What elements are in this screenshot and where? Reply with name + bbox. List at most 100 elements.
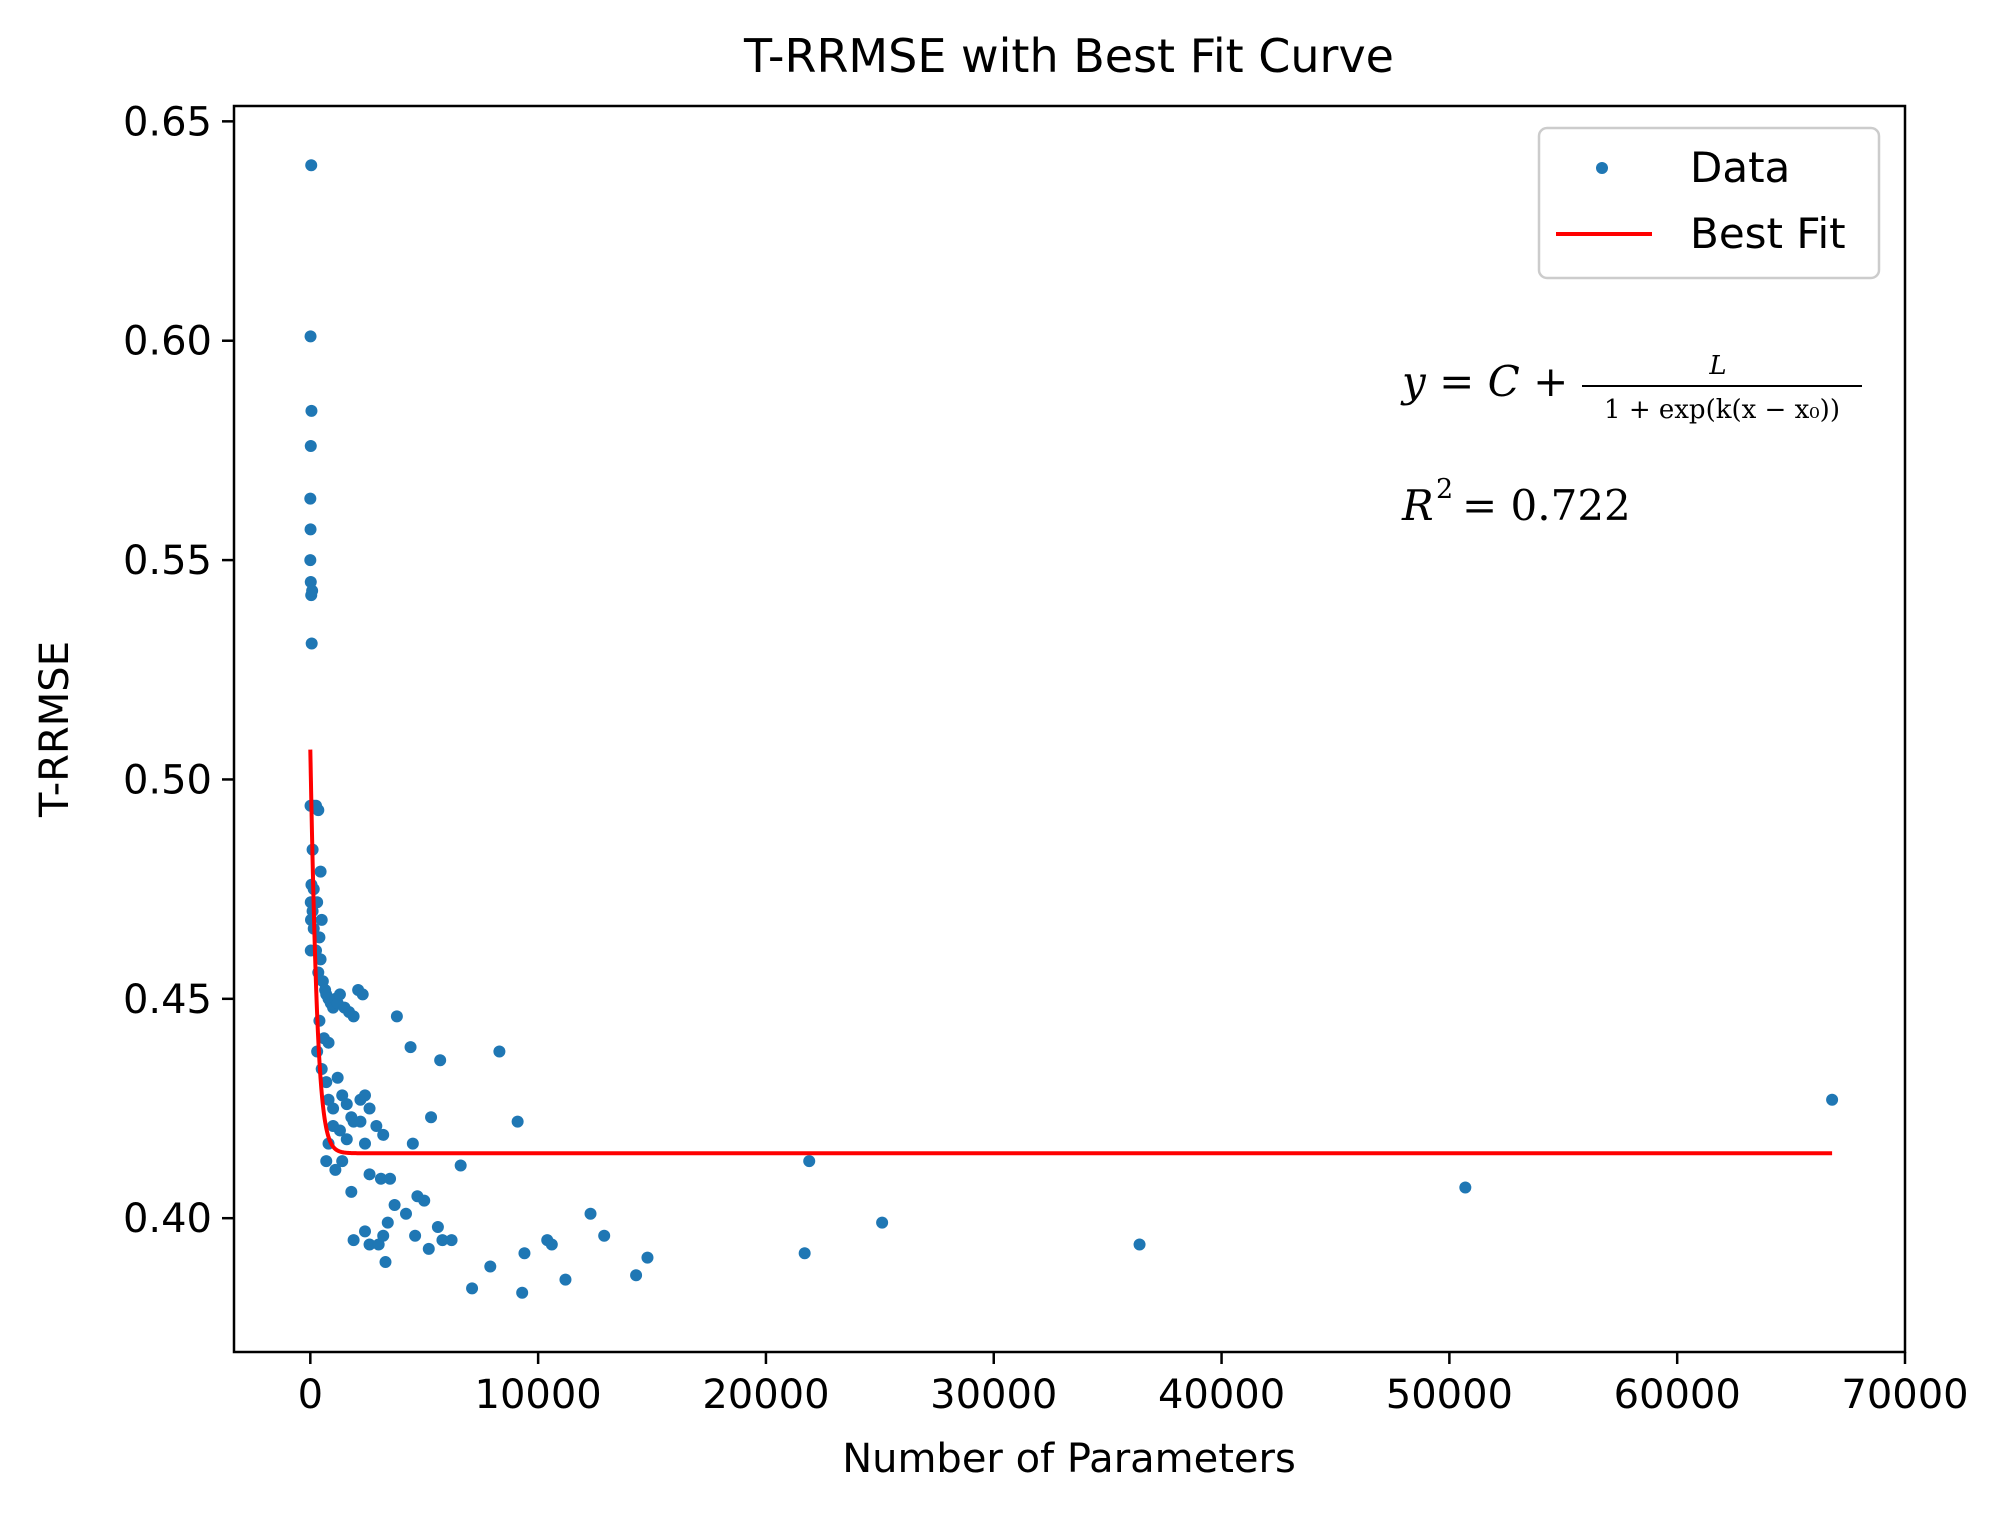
- y-tick-label: 0.60: [123, 319, 212, 365]
- data-point: [305, 159, 318, 172]
- data-point: [333, 988, 346, 1001]
- data-point: [329, 1163, 342, 1176]
- data-point: [305, 637, 318, 650]
- data-point: [347, 1234, 360, 1247]
- y-axis: 0.40 0.45 0.50 0.55 0.60 0.65: [123, 99, 234, 1242]
- data-point: [363, 1102, 376, 1115]
- y-axis-label: T-RRMSE: [32, 641, 78, 818]
- legend: Data Best Fit: [1537, 126, 1881, 280]
- data-point: [422, 1242, 435, 1255]
- legend-data-label: Data: [1690, 143, 1790, 192]
- data-point: [454, 1159, 467, 1172]
- best-fit-line: [308, 749, 1833, 1156]
- x-tick-label: 70000: [1841, 1372, 1968, 1418]
- data-point: [356, 988, 369, 1001]
- data-point: [388, 1199, 401, 1212]
- legend-box: [1537, 126, 1881, 280]
- r-squared-annotation: R 2 = 0.722: [1401, 474, 1631, 530]
- r-squared-symbol: R: [1401, 481, 1434, 530]
- data-point: [358, 1089, 371, 1102]
- data-point: [320, 1076, 333, 1089]
- data-point: [315, 913, 328, 926]
- data-point: [445, 1234, 458, 1247]
- data-point: [327, 1102, 340, 1115]
- data-point: [340, 1133, 353, 1146]
- data-point: [418, 1194, 431, 1207]
- data-point: [484, 1260, 497, 1273]
- x-tick-label: 20000: [702, 1372, 829, 1418]
- equation-denominator: 1 + exp(k(x − x₀)): [1604, 395, 1840, 425]
- x-axis: 0 10000 20000 30000 40000 50000 60000 70000: [298, 1352, 1969, 1418]
- data-point: [545, 1238, 558, 1251]
- plot-area: [232, 104, 1907, 1354]
- data-point: [1133, 1238, 1146, 1251]
- x-tick-label: 40000: [1158, 1372, 1285, 1418]
- data-point: [304, 440, 317, 453]
- data-point: [425, 1111, 438, 1124]
- data-point: [630, 1269, 643, 1282]
- data-point: [431, 1220, 444, 1233]
- data-point: [379, 1256, 392, 1269]
- data-point: [304, 554, 317, 567]
- axes-frame: [232, 104, 1907, 1354]
- data-point: [518, 1247, 531, 1260]
- data-point: [304, 523, 317, 536]
- x-tick-label: 60000: [1614, 1372, 1741, 1418]
- data-point: [331, 1071, 344, 1084]
- data-point: [304, 492, 317, 505]
- data-point: [320, 1155, 333, 1168]
- x-tick-label: 10000: [475, 1372, 602, 1418]
- equation-numerator: L: [1708, 351, 1726, 381]
- legend-data-marker: [1596, 162, 1608, 174]
- data-point: [340, 1098, 353, 1111]
- x-tick-label: 50000: [1386, 1372, 1513, 1418]
- data-point: [466, 1282, 479, 1295]
- chart-title: T-RRMSE with Best Fit Curve: [743, 29, 1394, 83]
- data-point: [377, 1229, 390, 1242]
- data-point: [370, 1120, 383, 1133]
- data-point: [304, 330, 317, 343]
- y-tick-label: 0.55: [123, 538, 212, 584]
- equation-lhs: y = C +: [1400, 357, 1568, 406]
- x-tick-label: 30000: [930, 1372, 1057, 1418]
- y-tick-label: 0.45: [123, 977, 212, 1023]
- data-point: [374, 1172, 387, 1185]
- data-point: [798, 1247, 811, 1260]
- r-squared-exponent: 2: [1436, 474, 1453, 505]
- y-tick-label: 0.40: [123, 1196, 212, 1242]
- data-point: [390, 1010, 403, 1023]
- data-point: [322, 1036, 335, 1049]
- x-axis-label: Number of Parameters: [842, 1436, 1296, 1482]
- data-point: [384, 1172, 397, 1185]
- data-point: [358, 1225, 371, 1238]
- data-point: [493, 1045, 506, 1058]
- data-point: [406, 1137, 419, 1150]
- data-point: [358, 1137, 371, 1150]
- data-point: [377, 1128, 390, 1141]
- data-point: [336, 1155, 349, 1168]
- data-point: [345, 1185, 358, 1198]
- data-point: [1459, 1181, 1472, 1194]
- data-point: [314, 865, 327, 878]
- data-point: [598, 1229, 611, 1242]
- data-point: [436, 1234, 449, 1247]
- data-point: [876, 1216, 889, 1229]
- data-point: [399, 1207, 412, 1220]
- data-point: [404, 1041, 417, 1054]
- data-point: [516, 1286, 529, 1299]
- scatter-series: [304, 159, 1839, 1299]
- data-point: [363, 1238, 376, 1251]
- data-point: [333, 1124, 346, 1137]
- data-point: [1826, 1093, 1839, 1106]
- data-point: [559, 1273, 572, 1286]
- data-point: [354, 1115, 367, 1128]
- legend-fit-label: Best Fit: [1690, 209, 1846, 258]
- data-point: [306, 584, 319, 597]
- data-point: [409, 1229, 422, 1242]
- data-point: [434, 1054, 447, 1067]
- data-point: [803, 1155, 816, 1168]
- r-squared-value: = 0.722: [1462, 481, 1631, 530]
- data-point: [363, 1168, 376, 1181]
- data-point: [304, 576, 317, 589]
- y-tick-label: 0.50: [123, 757, 212, 803]
